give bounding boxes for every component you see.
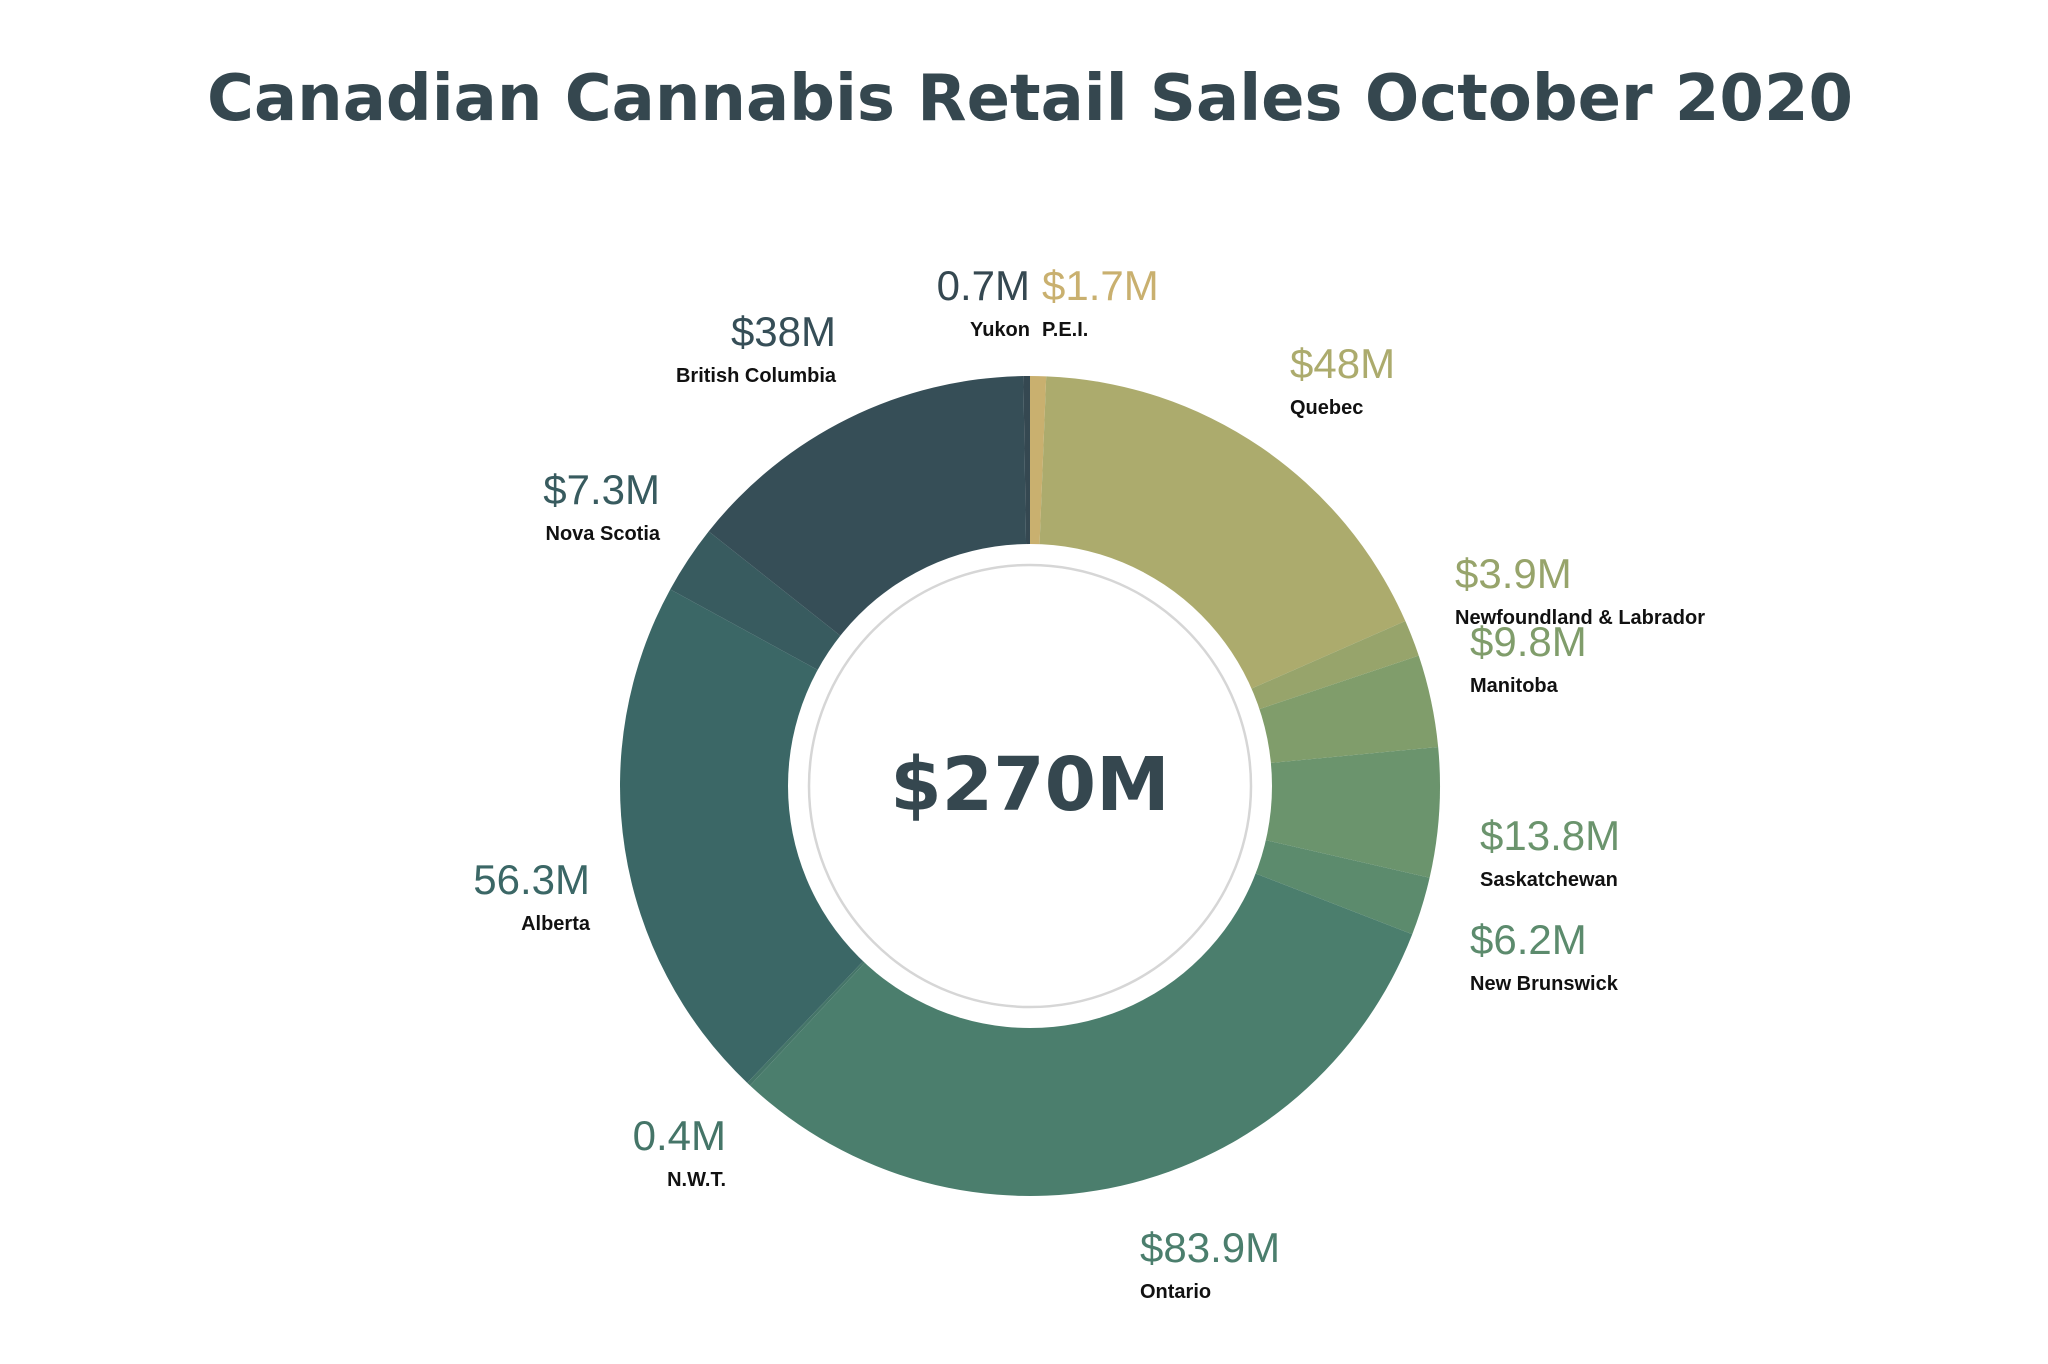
value-label: 56.3M [473,856,590,903]
name-label: Newfoundland & Labrador [1455,607,1705,629]
center-total: $270M [890,742,1170,828]
slice-label-p-e-i: $1.7M P.E.I. [1042,262,1159,341]
value-label: $3.9M [1455,550,1572,597]
slice-label-ontario: $83.9M Ontario [1140,1224,1280,1303]
name-label: British Columbia [676,365,837,387]
value-label: $83.9M [1140,1224,1280,1271]
name-label: Yukon [970,319,1030,341]
inner-ring [807,563,1253,1009]
name-label: P.E.I. [1042,319,1088,341]
slice-label-new-brunswick: $6.2M New Brunswick [1470,916,1619,995]
value-label: $1.7M [1042,262,1159,309]
slice-label-alberta: 56.3M Alberta [473,856,591,935]
slice-label-newfoundland-labrador: $3.9M Newfoundland & Labrador [1455,550,1705,629]
slice-label-nova-scotia: $7.3M Nova Scotia [543,466,661,545]
slice-label-yukon: 0.7M Yukon [937,262,1030,341]
value-label: $7.3M [543,466,660,513]
value-label: 0.7M [937,262,1030,309]
name-label: New Brunswick [1470,973,1619,995]
slice-label-british-columbia: $38M British Columbia [676,308,837,387]
value-label: $38M [731,308,836,355]
slice-label-manitoba: $9.8M Manitoba [1470,618,1587,697]
value-label: $6.2M [1470,916,1587,963]
value-label: $13.8M [1480,812,1620,859]
slice-label-n-w-t: 0.4M N.W.T. [633,1112,726,1191]
name-label: Alberta [521,913,591,935]
slice-label-quebec: $48M Quebec [1290,340,1395,419]
name-label: Saskatchewan [1480,869,1618,891]
value-label: $9.8M [1470,618,1587,665]
labels-layer: $1.7M P.E.I. $48M Quebec $3.9M Newfoundland &… [473,262,1705,1303]
name-label: N.W.T. [667,1169,726,1191]
donut-hole [788,544,1272,1028]
name-label: Ontario [1140,1281,1211,1303]
value-label: 0.4M [633,1112,726,1159]
name-label: Quebec [1290,397,1363,419]
chart-title: Canadian Cannabis Retail Sales October 2… [207,62,1853,136]
slice-label-saskatchewan: $13.8M Saskatchewan [1480,812,1620,891]
name-label: Manitoba [1470,675,1559,697]
name-label: Nova Scotia [546,523,661,545]
value-label: $48M [1290,340,1395,387]
